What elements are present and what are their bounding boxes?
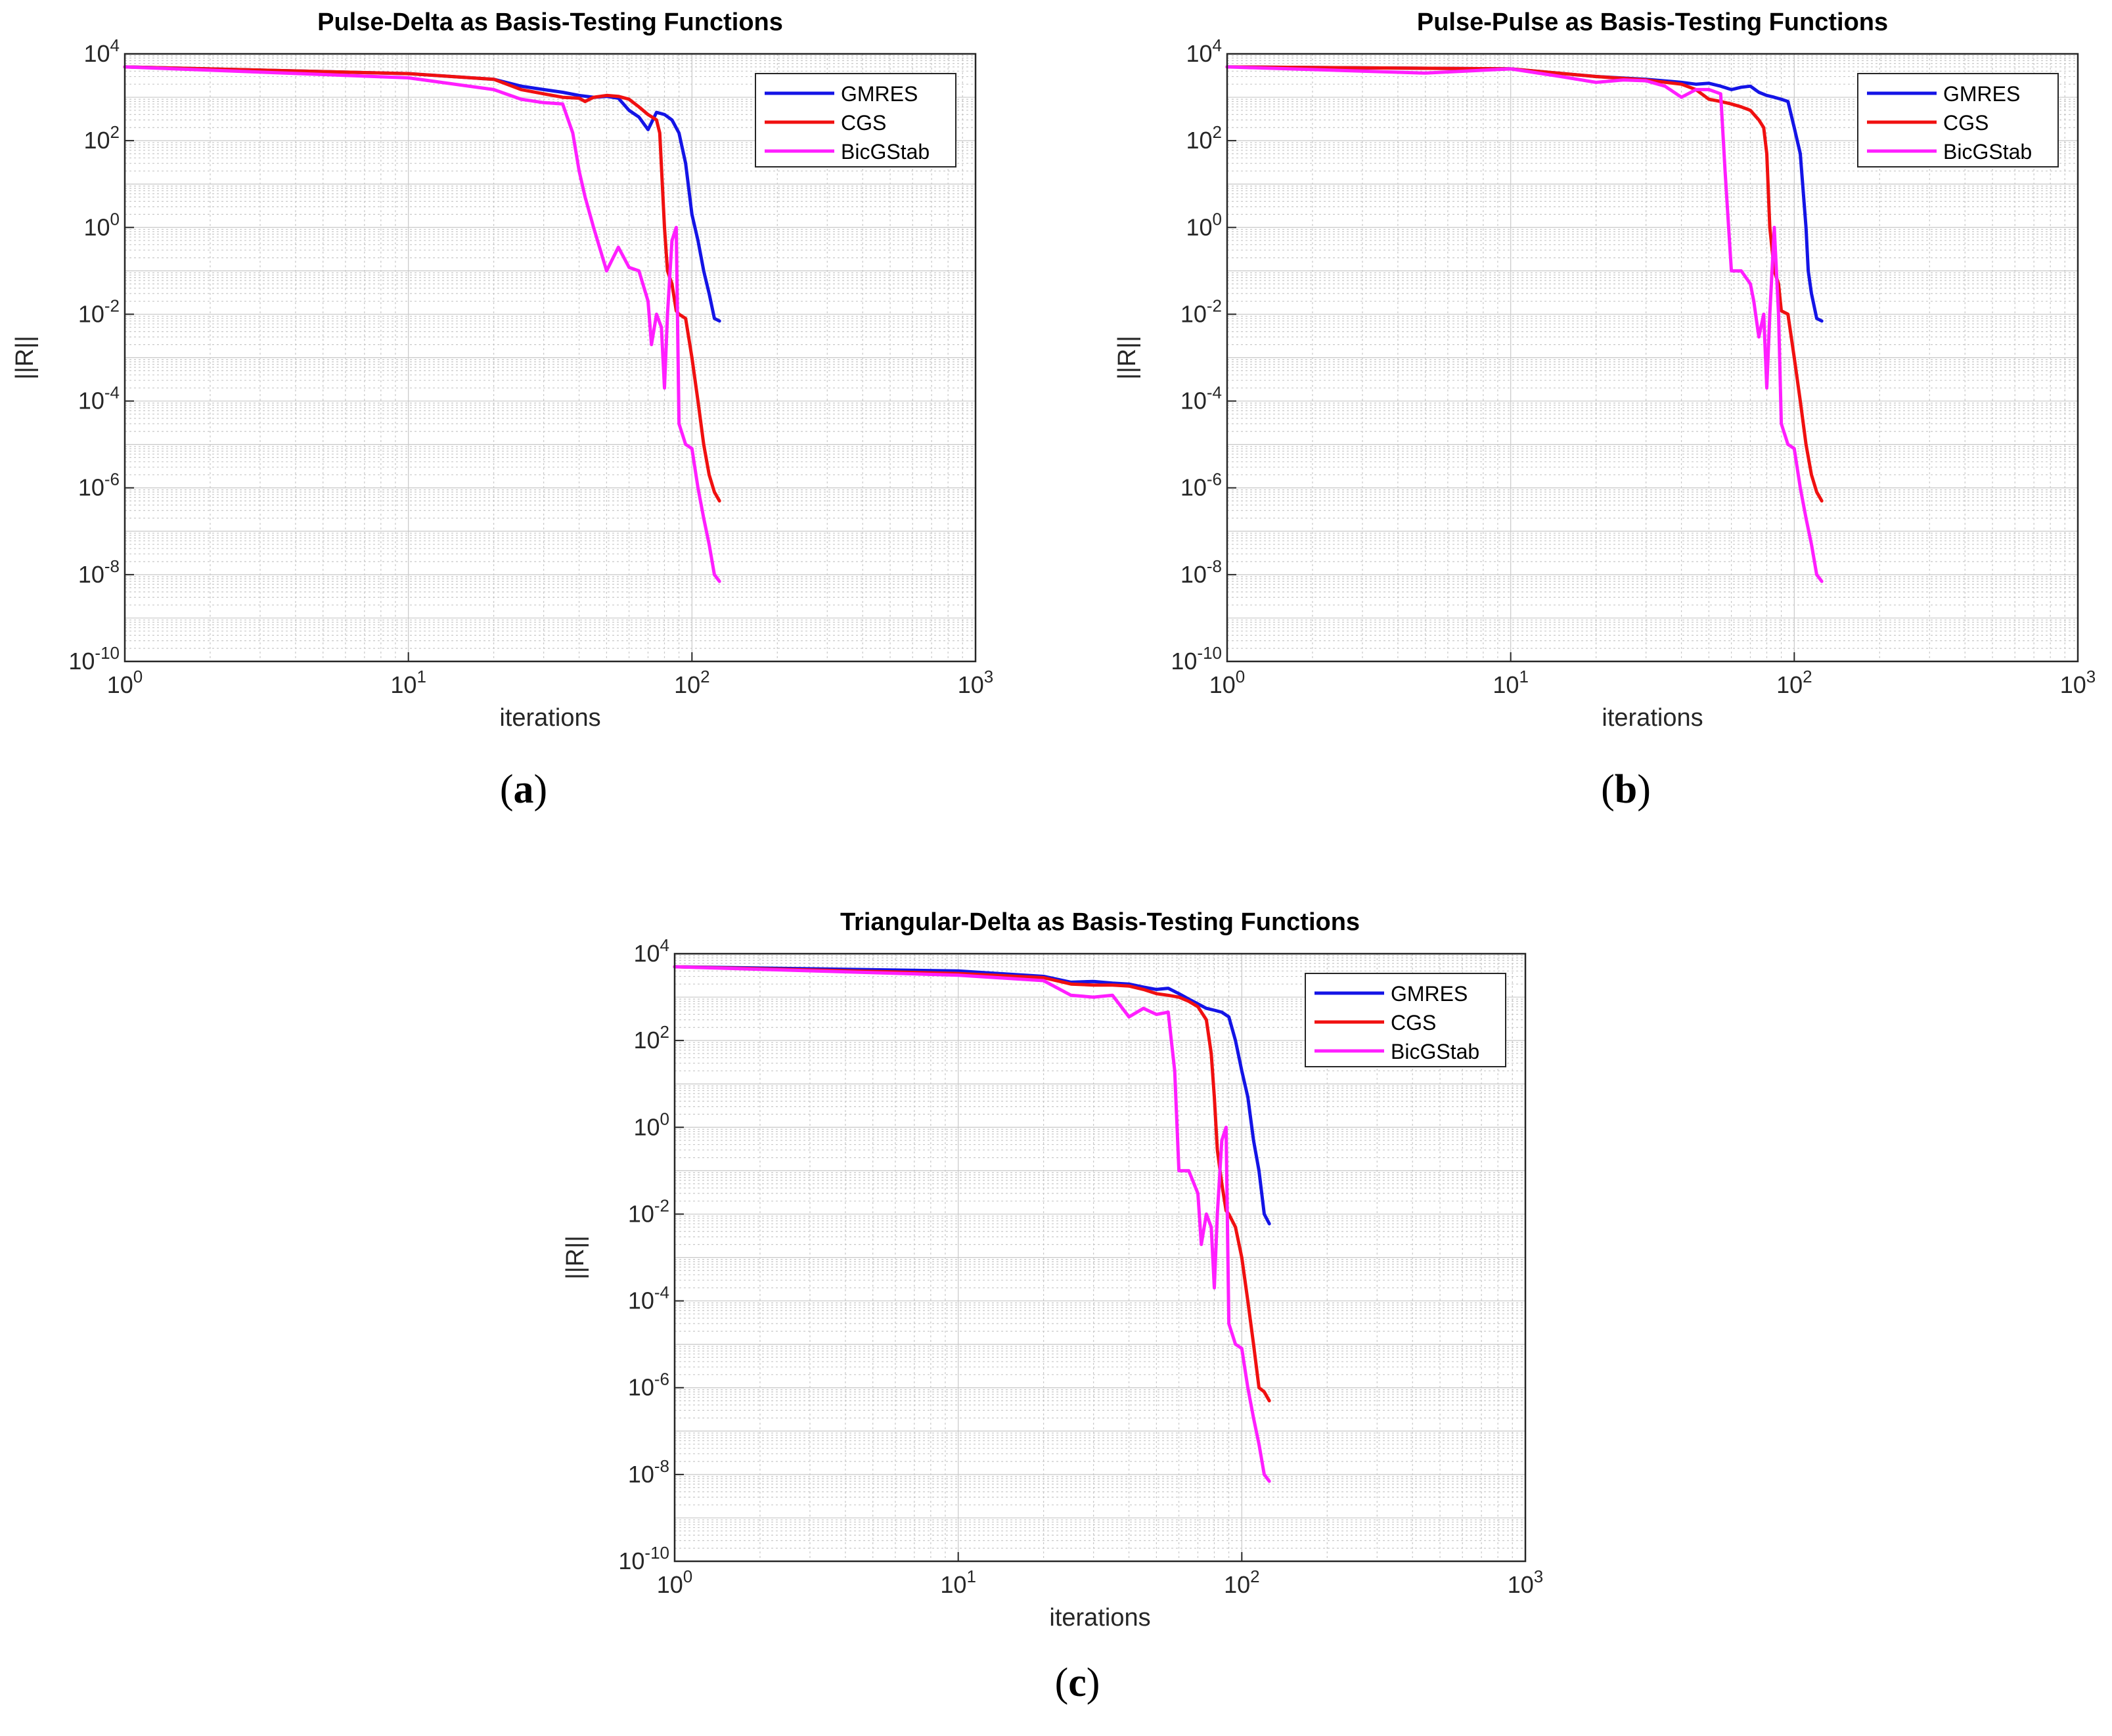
y-tick-label: 10-2 <box>78 296 120 327</box>
chart-title: Pulse-Delta as Basis-Testing Functions <box>317 9 783 36</box>
y-tick-label: 102 <box>83 122 120 154</box>
y-tick-label: 10-4 <box>78 383 120 414</box>
legend-label-bicgstab: BicGStab <box>1391 1040 1479 1063</box>
chart-title: Pulse-Pulse as Basis-Testing Functions <box>1417 9 1888 36</box>
grid-lines <box>124 54 976 662</box>
panel-caption: (b) <box>1601 767 1651 812</box>
chart-panel-c: 100 101 102 103 104 102 100 10-2 10-4 10-6 10-8 10-… <box>562 908 1543 1705</box>
chart-panel-b: 100 101 102 103 104 102 100 10-2 10-4 10-6 10-8 10-… <box>1113 9 2096 812</box>
y-tick-label: 104 <box>83 35 120 67</box>
y-tick-label: 102 <box>1186 122 1222 154</box>
y-tick-label: 10-4 <box>628 1283 669 1314</box>
y-tick-label: 100 <box>633 1109 669 1140</box>
x-tick-label: 102 <box>674 667 710 698</box>
legend-label-cgs: CGS <box>1943 111 1988 135</box>
series-line-bicgstab <box>1225 65 1824 583</box>
y-tick-label: 100 <box>1186 209 1222 240</box>
legend: GMRES CGS BicGStab <box>1857 73 2059 167</box>
legend: GMRES CGS BicGStab <box>755 73 956 167</box>
series-line-cgs <box>123 65 721 503</box>
panel-caption: (c) <box>1055 1660 1100 1705</box>
series-line-cgs <box>1225 65 1824 503</box>
panel-caption: (a) <box>500 767 547 812</box>
x-axis-label: iterations <box>499 704 600 732</box>
series-line-cgs <box>673 965 1271 1403</box>
y-tick-label: 10-8 <box>78 556 120 588</box>
x-tick-label: 102 <box>1224 1567 1260 1598</box>
y-tick-label: 10-8 <box>628 1456 669 1488</box>
y-tick-label: 10-2 <box>1180 296 1222 327</box>
axes-frame <box>124 53 977 663</box>
x-tick-label: 103 <box>2060 667 2096 698</box>
x-tick-label: 101 <box>940 1567 976 1598</box>
y-tick-label: 100 <box>83 209 120 240</box>
y-axis-label: ||R|| <box>1113 336 1141 380</box>
x-tick-label: 100 <box>107 667 143 698</box>
series-line-bicgstab <box>123 65 721 583</box>
axes-frame <box>673 952 1527 1563</box>
series-line-bicgstab <box>673 965 1271 1483</box>
y-tick-label: 102 <box>633 1022 669 1054</box>
legend-label-cgs: CGS <box>1391 1011 1436 1035</box>
x-axis-label: iterations <box>1049 1604 1150 1632</box>
y-tick-label: 10-4 <box>1180 383 1222 414</box>
x-tick-label: 103 <box>1508 1567 1544 1598</box>
legend-label-cgs: CGS <box>841 111 886 135</box>
y-tick-label: 10-10 <box>618 1543 669 1574</box>
x-axis-label: iterations <box>1602 704 1703 732</box>
y-tick-label: 10-6 <box>78 470 120 501</box>
legend-label-gmres: GMRES <box>1943 82 2020 106</box>
legend: GMRES CGS BicGStab <box>1305 973 1506 1067</box>
series-line-gmres <box>123 65 721 323</box>
legend-label-gmres: GMRES <box>841 82 918 106</box>
axes-frame <box>1226 53 2079 663</box>
y-tick-label: 10-10 <box>1171 643 1222 675</box>
x-tick-label: 103 <box>958 667 994 698</box>
x-tick-label: 102 <box>1776 667 1812 698</box>
x-tick-label: 101 <box>1493 667 1529 698</box>
y-axis-label: ||R|| <box>11 336 39 380</box>
legend-label-bicgstab: BicGStab <box>841 140 930 164</box>
y-tick-label: 10-6 <box>628 1369 669 1401</box>
legend-label-gmres: GMRES <box>1391 982 1468 1006</box>
y-axis-label: ||R|| <box>562 1235 589 1280</box>
chart-panel-a: 100 101 102 103 104 102 100 10-2 10-4 10-6 10-8 10-… <box>11 9 993 812</box>
y-tick-label: 10-2 <box>628 1195 669 1227</box>
chart-title: Triangular-Delta as Basis-Testing Functi… <box>840 908 1360 936</box>
x-tick-label: 100 <box>657 1567 693 1598</box>
y-tick-label: 10-6 <box>1180 470 1222 501</box>
y-tick-label: 104 <box>633 935 669 967</box>
legend-label-bicgstab: BicGStab <box>1943 140 2032 164</box>
x-tick-label: 100 <box>1209 667 1246 698</box>
series-line-gmres <box>673 965 1271 1226</box>
x-tick-label: 101 <box>390 667 426 698</box>
y-tick-label: 10-10 <box>68 643 120 675</box>
y-tick-label: 104 <box>1186 35 1222 67</box>
y-tick-label: 10-8 <box>1180 556 1222 588</box>
